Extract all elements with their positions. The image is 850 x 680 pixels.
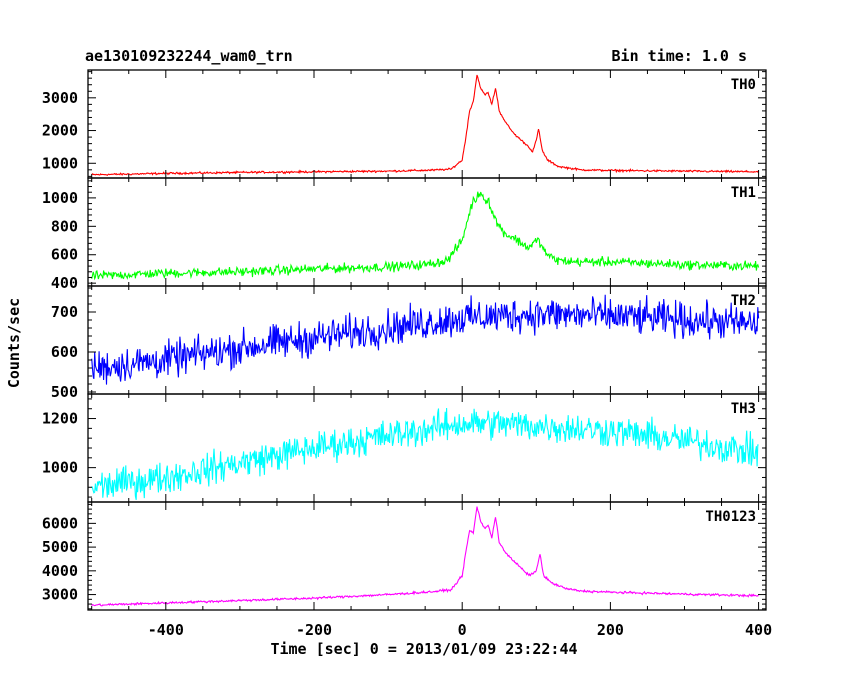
panel-frame	[87, 177, 767, 287]
y-tick-label: 400	[51, 274, 78, 292]
panel-th2: 500 600 700 TH2	[51, 285, 767, 401]
x-tick-label: 400	[745, 621, 772, 639]
y-axis-title: Counts/sec	[5, 298, 23, 388]
y-tick-label: 3000	[42, 586, 78, 604]
panel-th0123: 3000 4000 5000 6000 TH0123	[42, 501, 767, 611]
series-line-th0123	[91, 506, 759, 607]
y-tick-label: 5000	[42, 538, 78, 556]
panel-label-th2: TH2	[731, 293, 756, 309]
panels-group: 1000 2000 3000 TH0 400 600 800 1000 TH1 500 600 700…	[42, 69, 767, 611]
panel-frame	[87, 393, 767, 503]
y-tick-label: 6000	[42, 514, 78, 532]
x-tick-label: -200	[296, 621, 332, 639]
series-line-th1	[91, 191, 760, 281]
panel-th0: 1000 2000 3000 TH0	[42, 69, 767, 179]
panel-label-th0123: TH0123	[705, 509, 756, 525]
x-tick-label: 200	[597, 621, 624, 639]
panel-label-th3: TH3	[731, 401, 756, 417]
panel-th3: 1000 1200 TH3	[42, 393, 767, 503]
y-tick-label: 700	[51, 303, 78, 321]
series-line-th2	[91, 294, 760, 385]
panel-label-th1: TH1	[731, 185, 756, 201]
x-axis-tick-labels: -400 -200 0 200 400	[148, 621, 772, 639]
x-tick-label: -400	[148, 621, 184, 639]
y-tick-label: 2000	[42, 122, 78, 140]
series-line-th3	[91, 407, 759, 501]
y-tick-label: 1000	[42, 154, 78, 172]
panel-frame	[87, 501, 767, 611]
y-tick-label: 1000	[42, 459, 78, 477]
y-tick-label: 1000	[42, 189, 78, 207]
panel-th1: 400 600 800 1000 TH1	[42, 177, 767, 292]
y-tick-label: 3000	[42, 89, 78, 107]
series-line-th0	[91, 74, 760, 176]
bin-time-label: Bin time: 1.0 s	[612, 47, 747, 65]
panel-label-th0: TH0	[731, 77, 756, 93]
chart-title: ae130109232244_wam0_trn	[85, 47, 293, 65]
x-tick-label: 0	[458, 621, 467, 639]
y-tick-label: 1200	[42, 410, 78, 428]
x-axis-title: Time [sec] 0 = 2013/01/09 23:22:44	[270, 640, 577, 658]
y-tick-label: 600	[51, 343, 78, 361]
y-tick-label: 600	[51, 246, 78, 264]
y-tick-label: 800	[51, 217, 78, 235]
y-tick-label: 500	[51, 383, 78, 401]
panel-frame	[87, 69, 767, 179]
y-tick-label: 4000	[42, 562, 78, 580]
